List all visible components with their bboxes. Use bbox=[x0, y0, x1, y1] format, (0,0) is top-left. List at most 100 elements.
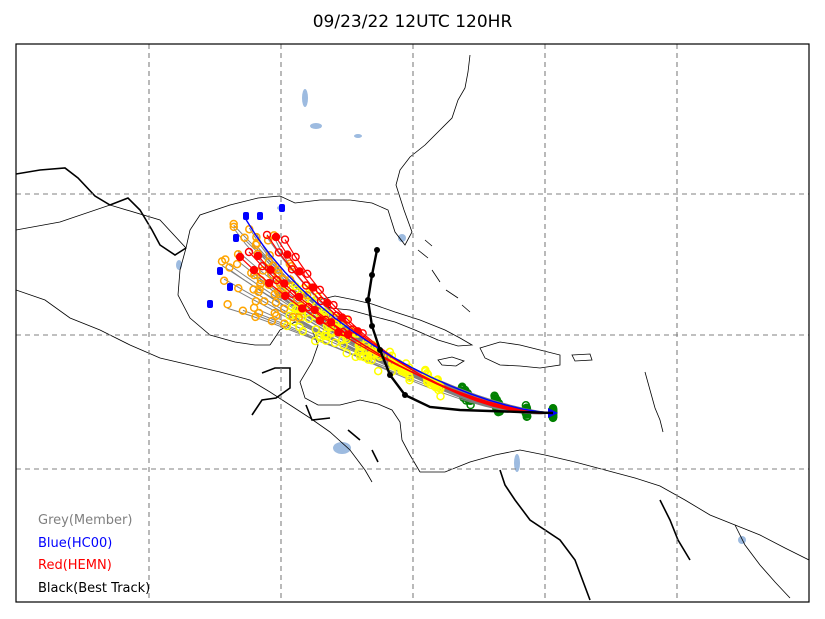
hc00-marker bbox=[243, 212, 249, 220]
position-marker bbox=[252, 232, 261, 242]
hemn-marker bbox=[287, 289, 297, 298]
hemn-marker bbox=[280, 279, 289, 288]
lakes bbox=[176, 89, 746, 544]
hemn-marker bbox=[253, 251, 263, 261]
legend-member: Grey(Member) bbox=[38, 513, 133, 528]
guatemala-belize-border bbox=[251, 367, 291, 416]
best-track-point bbox=[377, 347, 383, 353]
hemn-marker bbox=[303, 269, 312, 278]
country-borders bbox=[16, 167, 691, 601]
position-marker bbox=[302, 291, 312, 300]
hemn-marker bbox=[262, 230, 272, 240]
lake-superior bbox=[302, 89, 308, 107]
best-track-point bbox=[369, 323, 375, 329]
cuba bbox=[317, 295, 474, 347]
hemn-marker bbox=[308, 283, 318, 292]
position-marker bbox=[249, 285, 258, 294]
position-marker bbox=[223, 300, 232, 309]
position-marker bbox=[219, 276, 229, 286]
hispaniola bbox=[479, 341, 561, 369]
position-marker bbox=[321, 329, 331, 338]
position-marker bbox=[279, 304, 289, 314]
hc00-marker bbox=[227, 283, 233, 291]
hemn-marker bbox=[244, 247, 254, 257]
bahamas bbox=[417, 239, 471, 313]
position-marker bbox=[405, 376, 414, 385]
hc00-markers bbox=[207, 204, 558, 418]
legend-best-track: Black(Best Track) bbox=[38, 581, 151, 596]
position-marker bbox=[342, 349, 351, 358]
position-marker bbox=[354, 347, 363, 356]
hemn-marker bbox=[287, 265, 297, 274]
position-marker bbox=[294, 313, 304, 322]
hemn-marker bbox=[258, 262, 267, 271]
position-marker bbox=[217, 257, 227, 266]
member-track bbox=[238, 291, 554, 414]
lake-brokopondo bbox=[738, 536, 746, 544]
member-track bbox=[274, 307, 554, 414]
position-marker bbox=[229, 219, 238, 229]
hemn-marker bbox=[281, 291, 290, 301]
hemn-markers bbox=[235, 230, 367, 339]
map-title: 09/23/22 12UTC 120HR bbox=[312, 12, 513, 32]
legend-hc00: Blue(HC00) bbox=[38, 536, 113, 551]
hemn-marker bbox=[249, 265, 259, 275]
position-marker bbox=[271, 298, 281, 307]
hemn-marker bbox=[326, 318, 336, 327]
hemn-marker bbox=[291, 252, 300, 262]
position-marker bbox=[287, 302, 297, 311]
hc00-marker bbox=[279, 204, 285, 212]
hemn-marker bbox=[274, 248, 284, 257]
hemn-marker bbox=[358, 329, 367, 338]
hemn-marker bbox=[343, 315, 352, 324]
colombia-venezuela-border bbox=[499, 469, 591, 601]
position-marker bbox=[295, 322, 304, 332]
hemn-marker bbox=[271, 232, 281, 242]
hemn-marker bbox=[264, 278, 274, 288]
hemn-track bbox=[266, 234, 554, 414]
position-marker bbox=[264, 257, 274, 267]
hemn-marker bbox=[235, 252, 245, 262]
best-track-point bbox=[369, 272, 375, 278]
hc00-marker bbox=[257, 212, 263, 220]
mexico-gulf-coast bbox=[177, 247, 270, 346]
hemn-track bbox=[284, 239, 554, 414]
hemn-marker bbox=[266, 265, 275, 274]
lesser-antilles bbox=[644, 371, 664, 433]
position-marker bbox=[234, 283, 243, 293]
hemn-tracks bbox=[239, 234, 554, 414]
position-marker bbox=[287, 262, 296, 271]
position-marker bbox=[232, 259, 242, 269]
hemn-marker bbox=[343, 330, 353, 339]
hc00-marker bbox=[207, 300, 213, 308]
us-mexico-border bbox=[16, 167, 187, 256]
position-marker bbox=[254, 287, 263, 297]
position-marker bbox=[240, 233, 249, 242]
puerto-rico bbox=[571, 353, 593, 362]
position-marker bbox=[285, 275, 295, 285]
position-marker bbox=[225, 263, 234, 272]
mexico-pacific-coast bbox=[16, 289, 373, 483]
best-track-point bbox=[374, 247, 380, 253]
position-marker bbox=[229, 222, 239, 232]
position-marker bbox=[267, 316, 277, 326]
position-marker bbox=[260, 297, 269, 306]
lake-erie bbox=[354, 134, 362, 138]
lake-maracaibo bbox=[514, 454, 520, 472]
hemn-marker bbox=[272, 276, 281, 285]
us-gulf-atlantic-coast bbox=[16, 54, 471, 249]
position-marker bbox=[362, 352, 372, 361]
best-track-point bbox=[387, 372, 393, 378]
gridlines bbox=[16, 44, 809, 602]
hc00-track-line bbox=[244, 217, 554, 414]
position-marker bbox=[280, 319, 289, 328]
lake-nicaragua bbox=[333, 442, 351, 454]
position-marker bbox=[288, 312, 298, 322]
position-marker bbox=[405, 373, 414, 382]
hc00-marker bbox=[217, 267, 223, 275]
lake-michigan bbox=[310, 123, 322, 129]
position-marker bbox=[256, 279, 265, 289]
position-marker bbox=[249, 303, 259, 313]
hemn-marker bbox=[283, 250, 292, 259]
